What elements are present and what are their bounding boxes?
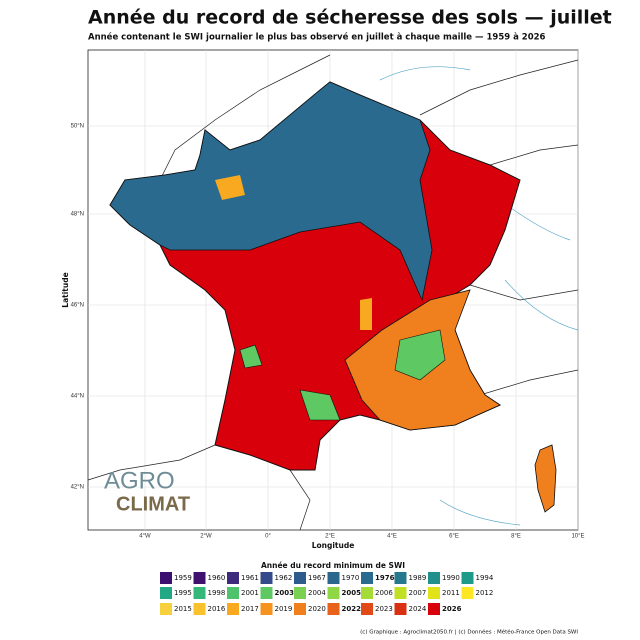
legend-label: 2016	[208, 605, 226, 613]
legend-label: 2005	[342, 589, 362, 597]
legend-label: 2012	[476, 589, 494, 597]
x-tick-label: 0°	[265, 534, 271, 540]
legend-swatch	[294, 572, 306, 584]
x-axis-title: Longitude	[312, 541, 355, 550]
legend-label: 1989	[409, 574, 427, 582]
x-tick-label: 10°E	[571, 534, 584, 540]
x-tick-label: 8°E	[511, 534, 521, 540]
legend-label: 1994	[476, 574, 494, 582]
logo-climat: CLIMAT	[116, 493, 190, 515]
rivers	[379, 66, 579, 526]
legend-swatch	[361, 603, 373, 615]
legend-label: 2019	[275, 605, 293, 613]
region-2017	[215, 175, 372, 330]
legend-label: 2004	[308, 589, 326, 597]
legend-label: 2007	[409, 589, 427, 597]
legend-label: 1976	[375, 574, 395, 582]
legend-label: 1998	[208, 589, 226, 597]
legend-label: 2022	[342, 605, 362, 613]
y-tick-label: 42°N	[71, 485, 84, 491]
legend-swatch	[260, 603, 273, 615]
legend-label: 1960	[208, 574, 226, 582]
logo-agro: AGRO	[104, 467, 175, 494]
map	[87, 54, 579, 531]
legend-label: 1995	[174, 589, 192, 597]
legend-label: 2003	[275, 589, 295, 597]
legend-swatch	[227, 587, 239, 599]
legend-swatch	[428, 603, 440, 615]
legend-swatch	[428, 587, 440, 599]
legend-label: 1970	[342, 574, 360, 582]
x-tick-label: 2°W	[200, 534, 212, 540]
legend-label: 2017	[241, 605, 259, 613]
y-axis-title: Latitude	[61, 272, 70, 307]
title: Année du record de sécheresse des sols —…	[88, 7, 612, 29]
region-1976	[109, 81, 433, 302]
legend-swatch	[461, 587, 474, 599]
legend-swatch	[327, 603, 340, 615]
legend-swatch	[160, 603, 172, 615]
legend-label: 2024	[409, 605, 427, 613]
x-tick-label: 6°E	[449, 534, 459, 540]
legend-swatch	[461, 572, 474, 584]
legend-swatch	[327, 572, 340, 584]
legend-label: 2011	[442, 589, 460, 597]
legend-swatch	[394, 603, 407, 615]
x-tick-label: 4°W	[139, 534, 151, 540]
legend-swatch	[193, 572, 206, 584]
legend-label: 2006	[375, 589, 393, 597]
legend-swatch	[260, 572, 273, 584]
y-tick-label: 44°N	[71, 394, 84, 400]
legend-label: 1961	[241, 574, 259, 582]
legend-label: 2026	[442, 605, 462, 613]
legend-swatch	[193, 603, 206, 615]
legend-label: 2015	[174, 605, 192, 613]
legend-label: 1962	[275, 574, 293, 582]
legend-label: 2023	[375, 605, 393, 613]
legend-label: 2020	[308, 605, 326, 613]
legend-label: 2001	[241, 589, 259, 597]
legend-swatch	[160, 572, 172, 584]
y-tick-label: 46°N	[71, 303, 84, 309]
legend-swatch	[361, 572, 373, 584]
legend-label: 1959	[174, 574, 192, 582]
x-tick-label: 2°E	[325, 534, 335, 540]
y-tick-label: 50°N	[71, 124, 84, 130]
legend-label: 1990	[442, 574, 460, 582]
legend-swatch	[361, 587, 373, 599]
legend: 1959 1960 1961 1962 1967 1970 1976 1989 1990 1994…	[160, 572, 494, 615]
region-2003	[239, 329, 446, 421]
legend-title: Année du record minimum de SWI	[261, 561, 405, 570]
legend-swatch	[260, 587, 273, 599]
legend-swatch	[294, 587, 306, 599]
legend-swatch	[327, 587, 340, 599]
x-tick-label: 4°E	[387, 534, 397, 540]
legend-swatch	[227, 603, 239, 615]
credits: (c) Graphique : Agroclimat2050.fr | (c) …	[360, 629, 578, 636]
subtitle: Année contenant le SWI journalier le plu…	[88, 32, 546, 43]
borders	[87, 54, 579, 531]
legend-swatch	[227, 572, 239, 584]
legend-swatch	[428, 572, 440, 584]
legend-swatch	[394, 572, 407, 584]
corsica	[534, 444, 557, 513]
legend-swatch	[193, 587, 206, 599]
legend-label: 1967	[308, 574, 326, 582]
legend-swatch	[160, 587, 172, 599]
legend-swatch	[294, 603, 306, 615]
y-tick-label: 48°N	[71, 212, 84, 218]
legend-swatch	[394, 587, 407, 599]
